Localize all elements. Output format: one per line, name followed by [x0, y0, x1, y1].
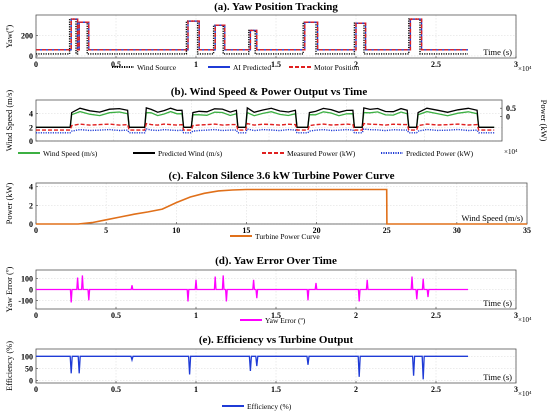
legend-entry: Yaw Error (º)	[265, 316, 306, 325]
y-right-tick-label: 0.5	[506, 104, 516, 113]
x-axis-label: Time (s)	[483, 47, 512, 57]
x-tick-label: 1	[194, 311, 198, 320]
legend-entry: Motor Position	[314, 63, 359, 72]
x-tick-label: 0	[34, 311, 38, 320]
x-tick-label: 3	[514, 385, 518, 394]
y-tick-label: 4	[29, 183, 33, 192]
chart-title: (d). Yaw Error Over Time	[215, 255, 337, 267]
x-tick-label: 2	[354, 60, 358, 69]
panel-d: (d). Yaw Error Over Time 0 0.5 1 1.5 2 2.5 3 -10…	[4, 255, 532, 325]
series-line-Measured Power (kW)	[36, 122, 495, 131]
y-tick-label: -100	[18, 296, 33, 305]
x-tick-label: 35	[523, 226, 531, 235]
legend-entry: Wind Source	[137, 63, 177, 72]
x-axis-exponent: ×10⁴	[504, 148, 518, 156]
y-tick-label: 0	[29, 286, 33, 295]
x-tick-label: 1.5	[271, 311, 281, 320]
y-tick-label: 2	[29, 123, 33, 132]
x-tick-label: 1.5	[271, 385, 281, 394]
y-tick-label: 50	[25, 364, 33, 373]
series-group	[36, 106, 495, 134]
x-tick-label: 0	[34, 226, 38, 235]
y-right-tick-label: 0	[506, 112, 510, 121]
x-tick-label: 15	[242, 226, 250, 235]
x-axis-label: Time (s)	[483, 298, 512, 308]
x-tick-label: 2.5	[431, 60, 441, 69]
series-line-Yaw Error (º)	[36, 275, 468, 303]
x-axis-exponent: ×10⁴	[518, 65, 532, 73]
plot-frame	[35, 14, 517, 59]
x-axis-label: Wind Speed (m/s)	[461, 213, 523, 223]
x-tick-label: 25	[383, 226, 391, 235]
legend-entry: Predicted Wind (m/s)	[158, 149, 223, 158]
y-right-axis-label: Power (kW)	[539, 100, 549, 142]
chart-title: (a). Yaw Position Tracking	[214, 1, 338, 13]
series-group	[36, 275, 468, 303]
x-tick-label: 1	[194, 60, 198, 69]
panel-a: (a). Yaw Position Tracking 0 0.5 1 1.5 2 2.5 3 0…	[4, 1, 532, 73]
x-tick-label: 0	[34, 60, 38, 69]
x-tick-label: 3	[514, 60, 518, 69]
x-tick-label: 2.5	[431, 311, 441, 320]
x-tick-label: 2	[354, 385, 358, 394]
series-group	[36, 188, 527, 225]
x-tick-label: 1.5	[271, 60, 281, 69]
legend-entry: Predicted Power (kW)	[406, 149, 474, 158]
x-tick-label: 0	[34, 385, 38, 394]
panel-c: (c). Falcon Silence 3.6 kW Turbine Power…	[4, 170, 531, 241]
series-group	[36, 355, 468, 380]
chart-title: (b). Wind Speed & Power Output vs Time	[171, 86, 368, 98]
chart-title: (c). Falcon Silence 3.6 kW Turbine Power…	[168, 170, 394, 182]
x-tick-label: 2.5	[431, 385, 441, 394]
y-tick-label: 0	[29, 137, 33, 146]
legend-entry: Efficiency (%)	[247, 402, 292, 411]
series-line-Motor Position	[36, 18, 468, 51]
y-tick-label: 100	[21, 352, 33, 361]
chart-title: (e). Efficiency vs Turbine Output	[199, 334, 354, 346]
x-tick-label: 0.5	[111, 385, 121, 394]
y-axis-label: Wind Speed (m/s)	[4, 90, 14, 152]
legend-entry: Turbine Power Curve	[255, 232, 320, 241]
plot-frame	[35, 182, 528, 225]
legend-entry: Measured Power (kW)	[287, 149, 356, 158]
y-tick-label: 100	[21, 275, 33, 284]
plot-frame	[35, 99, 503, 142]
x-tick-label: 2	[354, 311, 358, 320]
y-tick-label: 200	[21, 31, 33, 40]
y-tick-label: 0	[29, 220, 33, 229]
series-group	[36, 18, 468, 55]
legend-entry: Wind Speed (m/s)	[43, 149, 98, 158]
y-tick-label: 2	[29, 201, 33, 210]
y-axis-label: Yaw Error (º)	[4, 266, 14, 312]
series-line-Efficiency (%)	[36, 355, 468, 380]
x-axis-label: Time (s)	[483, 372, 512, 382]
legend-entry: AI Predicted	[233, 63, 271, 72]
series-line-Wind Source	[36, 18, 468, 55]
panel-b: (b). Wind Speed & Power Output vs Time 0 2…	[4, 86, 549, 158]
series-line-Turbine Power Curve	[36, 188, 527, 225]
y-tick-label: 0	[29, 52, 33, 61]
x-tick-label: 10	[172, 226, 180, 235]
series-line-AI Predicted	[36, 18, 468, 51]
x-tick-label: 30	[453, 226, 461, 235]
x-tick-label: 0.5	[111, 60, 121, 69]
x-tick-label: 1	[194, 385, 198, 394]
y-tick-label: 0	[29, 377, 33, 386]
series-line-Predicted Power (kW)	[36, 128, 495, 134]
x-axis-exponent: ×10⁴	[518, 390, 532, 398]
x-axis-exponent: ×10⁴	[518, 316, 532, 324]
x-tick-label: 20	[313, 226, 321, 235]
y-tick-label: 4	[29, 110, 33, 119]
plot-frame	[35, 348, 517, 384]
y-axis-label: Efficiency (%)	[4, 341, 14, 391]
series-line-Predicted Wind (m/s)	[36, 106, 495, 128]
x-tick-label: 0.5	[111, 311, 121, 320]
y-axis-label: Power (kW)	[4, 182, 14, 224]
panel-e: (e). Efficiency vs Turbine Output 0 0.5 1 1.…	[4, 334, 532, 411]
y-axis-label: Yaw(º)	[4, 25, 14, 49]
x-tick-label: 5	[104, 226, 108, 235]
x-tick-label: 3	[514, 311, 518, 320]
